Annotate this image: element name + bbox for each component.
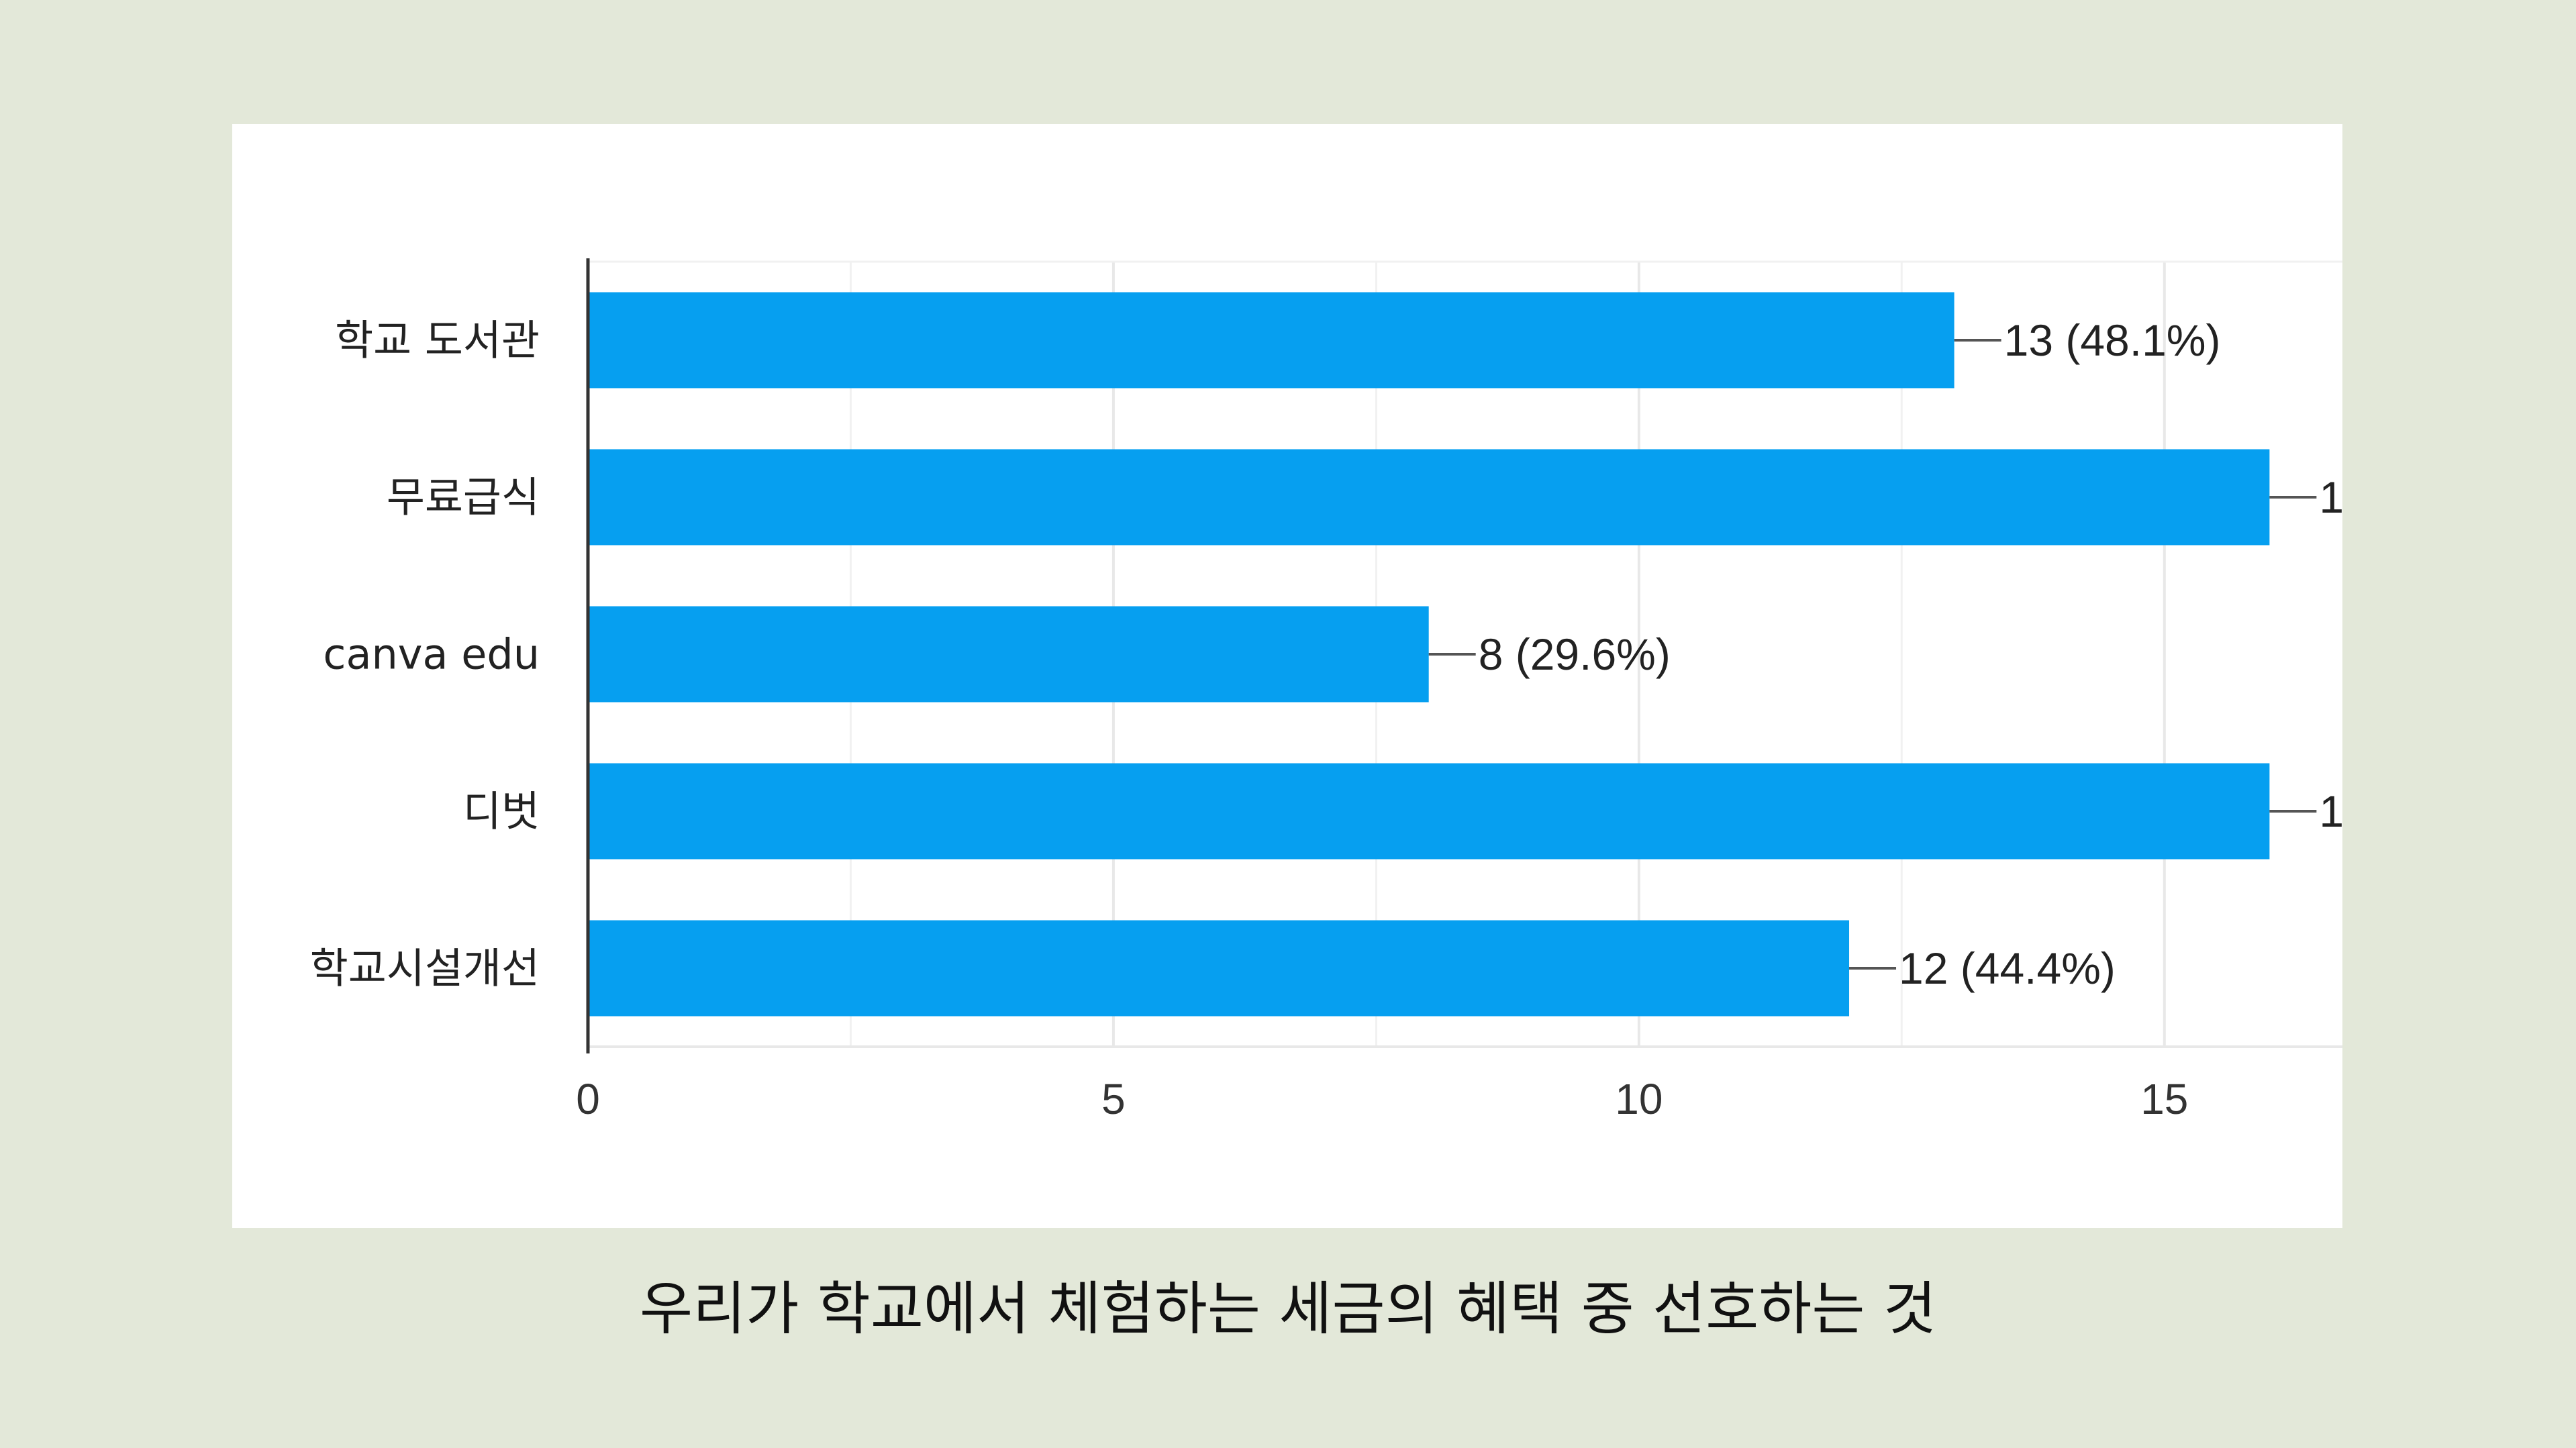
data-label: 16 (59.3%)	[2319, 472, 2342, 522]
category-label: 디벗	[463, 787, 540, 836]
bar	[588, 763, 2270, 860]
data-label: 8 (29.6%)	[1479, 629, 1671, 679]
bar-chart: 13 (48.1%) 학교 도서관 16 (59.3%) 무료급식 8 (29.6%) c…	[310, 258, 2342, 1123]
bar	[588, 292, 1954, 389]
chart-caption: 우리가 학교에서 체험하는 세금의 혜택 중 선호하는 것	[640, 1276, 1936, 1343]
x-tick-label: 0	[576, 1075, 600, 1123]
category-label: 학교 도서관	[335, 316, 540, 365]
chart-panel: 13 (48.1%) 학교 도서관 16 (59.3%) 무료급식 8 (29.6%) c…	[232, 124, 2342, 1228]
category-label: canva edu	[323, 630, 540, 679]
x-tick-label: 15	[2140, 1075, 2188, 1123]
x-tick-label: 10	[1615, 1075, 1663, 1123]
bar	[588, 920, 1850, 1017]
data-label: 16 (59.3%)	[2319, 786, 2342, 836]
data-label: 13 (48.1%)	[2004, 315, 2221, 365]
data-label: 12 (44.4%)	[1899, 943, 2116, 993]
x-tick-label: 5	[1101, 1075, 1126, 1123]
category-label: 무료급식	[387, 473, 540, 522]
bar	[588, 449, 2270, 546]
category-label: 학교시설개선	[310, 944, 540, 993]
bar	[588, 606, 1429, 703]
